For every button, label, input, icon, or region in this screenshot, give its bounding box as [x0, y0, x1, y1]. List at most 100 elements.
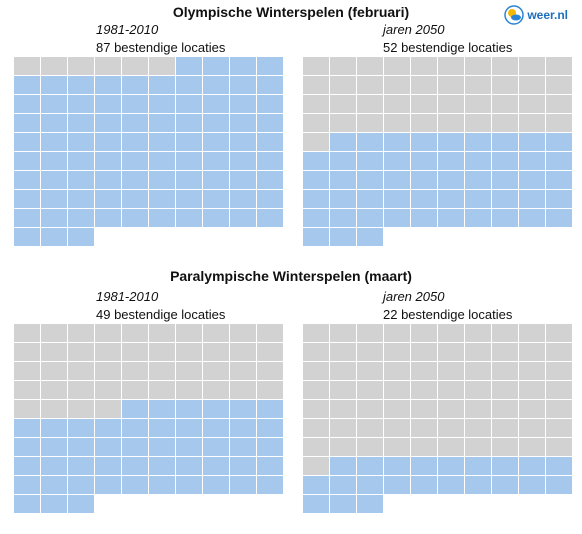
waffle-cell-reliable: [438, 190, 464, 208]
waffle-cell-reliable: [149, 152, 175, 170]
waffle-cell-reliable: [14, 495, 40, 513]
waffle-cell-reliable: [149, 133, 175, 151]
waffle-cell-reliable: [41, 438, 67, 456]
waffle-cell-reliable: [330, 133, 356, 151]
waffle-cell-reliable: [465, 209, 491, 227]
waffle-cell-reliable: [357, 133, 383, 151]
waffle-cell-reliable: [357, 457, 383, 475]
waffle-cell-reliable: [149, 400, 175, 418]
waffle-cell-unreliable: [303, 343, 329, 361]
waffle-cell-unreliable: [411, 343, 437, 361]
waffle-cell-unreliable: [303, 133, 329, 151]
waffle-cell-reliable: [41, 228, 67, 246]
waffle-cell-unreliable: [176, 324, 202, 342]
waffle-cell-reliable: [68, 95, 94, 113]
waffle-cell-reliable: [176, 476, 202, 494]
waffle-cell-reliable: [68, 457, 94, 475]
waffle-cell-reliable: [257, 209, 283, 227]
waffle-cell-reliable: [203, 190, 229, 208]
waffle-cell-unreliable: [546, 95, 572, 113]
waffle-cell-reliable: [14, 190, 40, 208]
waffle-cell-reliable: [176, 190, 202, 208]
waffle-cell-unreliable: [546, 362, 572, 380]
panel-period: 1981-2010: [96, 289, 159, 304]
waffle-cell-reliable: [230, 457, 256, 475]
waffle-cell-unreliable: [303, 457, 329, 475]
waffle-cell-reliable: [149, 95, 175, 113]
waffle-cell-unreliable: [519, 381, 545, 399]
waffle-cell-reliable: [149, 438, 175, 456]
waffle-cell-unreliable: [303, 400, 329, 418]
waffle-cell-unreliable: [384, 381, 410, 399]
waffle-cell-unreliable: [465, 438, 491, 456]
waffle-cell-unreliable: [68, 362, 94, 380]
waffle-cell-reliable: [203, 133, 229, 151]
waffle-cell-reliable: [176, 171, 202, 189]
waffle-cell-reliable: [492, 152, 518, 170]
waffle-cell-reliable: [546, 457, 572, 475]
waffle-cell-unreliable: [546, 438, 572, 456]
waffle-cell-reliable: [68, 495, 94, 513]
waffle-cell-unreliable: [411, 114, 437, 132]
waffle-cell-reliable: [230, 133, 256, 151]
waffle-cell-reliable: [465, 152, 491, 170]
waffle-cell-reliable: [14, 152, 40, 170]
waffle-cell-reliable: [68, 209, 94, 227]
waffle-cell-reliable: [14, 171, 40, 189]
waffle-cell-unreliable: [546, 114, 572, 132]
waffle-cell-unreliable: [330, 419, 356, 437]
waffle-cell-unreliable: [357, 57, 383, 75]
waffle-cell-reliable: [122, 133, 148, 151]
waffle-cell-reliable: [41, 209, 67, 227]
waffle-cell-unreliable: [519, 57, 545, 75]
waffle-cell-reliable: [122, 400, 148, 418]
waffle-cell-reliable: [149, 190, 175, 208]
waffle-cell-reliable: [230, 476, 256, 494]
waffle-cell-reliable: [68, 476, 94, 494]
waffle-cell-reliable: [68, 438, 94, 456]
waffle-cell-unreliable: [519, 438, 545, 456]
waffle-cell-reliable: [330, 228, 356, 246]
waffle-cell-unreliable: [411, 324, 437, 342]
waffle-cell-reliable: [384, 133, 410, 151]
waffle-cell-reliable: [230, 114, 256, 132]
waffle-cell-reliable: [203, 476, 229, 494]
waffle-cell-unreliable: [230, 343, 256, 361]
waffle-cell-unreliable: [230, 324, 256, 342]
waffle-cell-unreliable: [438, 76, 464, 94]
waffle-cell-reliable: [122, 95, 148, 113]
waffle-cell-reliable: [257, 171, 283, 189]
waffle-cell-unreliable: [257, 324, 283, 342]
waffle-cell-reliable: [68, 171, 94, 189]
waffle-cell-unreliable: [68, 381, 94, 399]
waffle-cell-unreliable: [465, 400, 491, 418]
waffle-cell-unreliable: [330, 343, 356, 361]
waffle-cell-reliable: [149, 457, 175, 475]
waffle-cell-reliable: [492, 209, 518, 227]
waffle-cell-reliable: [176, 114, 202, 132]
waffle-cell-unreliable: [203, 381, 229, 399]
waffle-cell-reliable: [122, 171, 148, 189]
waffle-cell-unreliable: [438, 400, 464, 418]
waffle-cell-reliable: [41, 171, 67, 189]
waffle-cell-reliable: [14, 209, 40, 227]
waffle-cell-reliable: [122, 438, 148, 456]
waffle-cell-unreliable: [465, 114, 491, 132]
waffle-cell-reliable: [203, 457, 229, 475]
waffle-cell-unreliable: [330, 438, 356, 456]
waffle-cell-unreliable: [384, 419, 410, 437]
waffle-cell-unreliable: [384, 57, 410, 75]
waffle-cell-reliable: [303, 209, 329, 227]
waffle-cell-reliable: [68, 419, 94, 437]
waffle-cell-reliable: [176, 95, 202, 113]
waffle-cell-unreliable: [303, 381, 329, 399]
waffle-cell-unreliable: [41, 324, 67, 342]
waffle-cell-reliable: [176, 209, 202, 227]
waffle-cell-reliable: [14, 76, 40, 94]
waffle-cell-reliable: [68, 190, 94, 208]
waffle-cell-unreliable: [384, 438, 410, 456]
waffle-cell-unreliable: [41, 57, 67, 75]
waffle-cell-unreliable: [546, 76, 572, 94]
waffle-cell-unreliable: [330, 362, 356, 380]
waffle-cell-reliable: [203, 438, 229, 456]
